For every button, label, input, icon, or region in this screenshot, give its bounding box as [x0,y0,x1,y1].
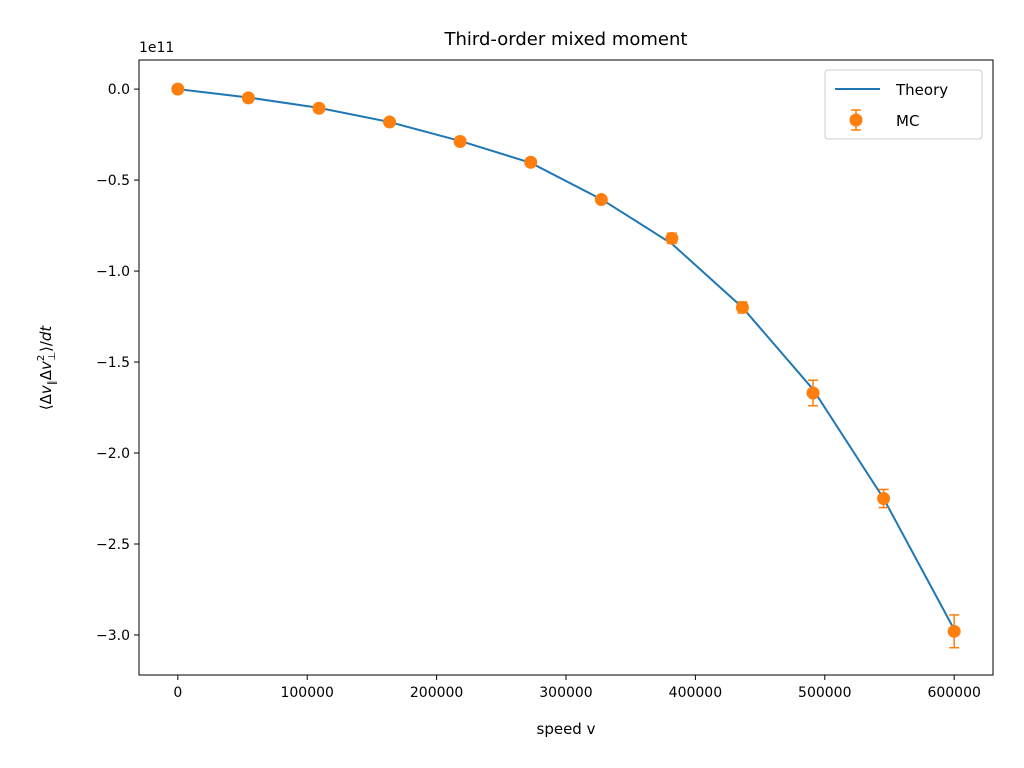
mc-marker [383,115,397,129]
mc-marker [806,386,820,400]
mc-point [383,115,397,129]
mc-marker [312,101,326,115]
x-tick-label: 100000 [280,685,333,701]
legend-box [824,69,983,140]
x-tick-label: 500000 [798,685,851,701]
mc-point [453,135,467,149]
mc-marker [877,492,891,506]
y-offset-label: 1e11 [139,40,174,56]
y-axis: 0.0 −0.5 −1.0 −1.5 −2.0 −2.5 −3.0 [96,82,139,644]
plot-area [138,59,994,676]
y-tick-label: −1.0 [96,264,130,280]
mc-point [735,300,749,314]
y-tick-label: −0.5 [96,173,130,189]
legend: Theory MC [824,69,983,140]
mc-marker [594,193,608,207]
mc-point [806,379,820,407]
x-tick-label: 400000 [669,685,722,701]
mc-marker [524,155,538,169]
mc-marker [947,624,961,638]
x-axis-label: speed v [537,720,596,738]
mc-point [594,193,608,207]
mc-marker [241,91,255,105]
y-tick-label: −3.0 [96,628,130,644]
mc-point [947,614,961,649]
mc-point [241,91,255,105]
x-axis: 0 100000 200000 300000 400000 500000 600000 [173,675,981,701]
chart-title: Third-order mixed moment [444,29,688,50]
theory-line [177,88,956,630]
mc-point [171,82,185,96]
series-layer [171,82,961,649]
x-tick-label: 0 [173,685,182,701]
mc-point [665,231,679,245]
y-tick-label: −2.0 [96,446,130,462]
x-tick-label: 600000 [927,685,980,701]
legend-mc-swatch [849,109,863,131]
mc-marker [453,135,467,149]
mc-point [877,488,891,509]
y-tick-label: −1.5 [96,355,130,371]
y-axis-label-group: ⟨Δv∥Δv2⊥⟩/dt [36,325,58,411]
mc-marker [171,82,185,96]
mc-marker [665,231,679,245]
mc-point [312,101,326,115]
y-tick-label: −2.5 [96,537,130,553]
mc-marker [735,300,749,314]
legend-theory-label: Theory [895,81,948,99]
mc-point [524,155,538,169]
y-axis-label: ⟨Δv∥Δv2⊥⟩/dt [36,325,58,411]
y-tick-label: 0.0 [108,82,130,98]
x-tick-label: 200000 [410,685,463,701]
legend-mc-label: MC [896,112,919,130]
x-tick-label: 300000 [539,685,592,701]
